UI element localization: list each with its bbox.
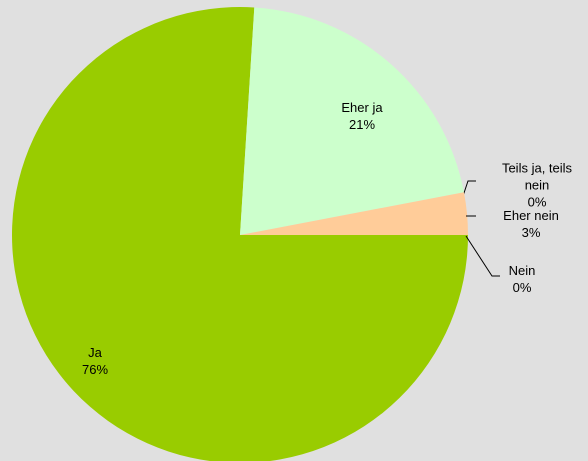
leader-line <box>465 235 500 277</box>
slice-percent: 3% <box>521 225 541 240</box>
pie-slice <box>240 7 464 236</box>
pie-slice <box>12 7 468 461</box>
slice-name: Ja <box>88 345 102 360</box>
slice-name: Teils ja, teils nein <box>501 160 573 193</box>
slice-percent: 76% <box>81 362 109 377</box>
slice-percent: 21% <box>348 117 376 132</box>
slice-name: Nein <box>508 263 536 278</box>
slice-name: Eher ja <box>341 100 383 115</box>
slice-label: Eher nein 3% <box>491 207 571 241</box>
slice-label: Nein 0% <box>492 262 552 296</box>
slice-label: Ja 76% <box>65 344 125 378</box>
slice-name: Eher nein <box>503 208 559 223</box>
leader-line <box>462 180 476 197</box>
slice-percent: 0% <box>512 280 532 295</box>
slice-label: Eher ja 21% <box>322 99 402 133</box>
pie-slice <box>240 192 468 235</box>
slice-label: Teils ja, teils nein 0% <box>491 160 583 211</box>
slice-percent: 0% <box>527 194 547 210</box>
